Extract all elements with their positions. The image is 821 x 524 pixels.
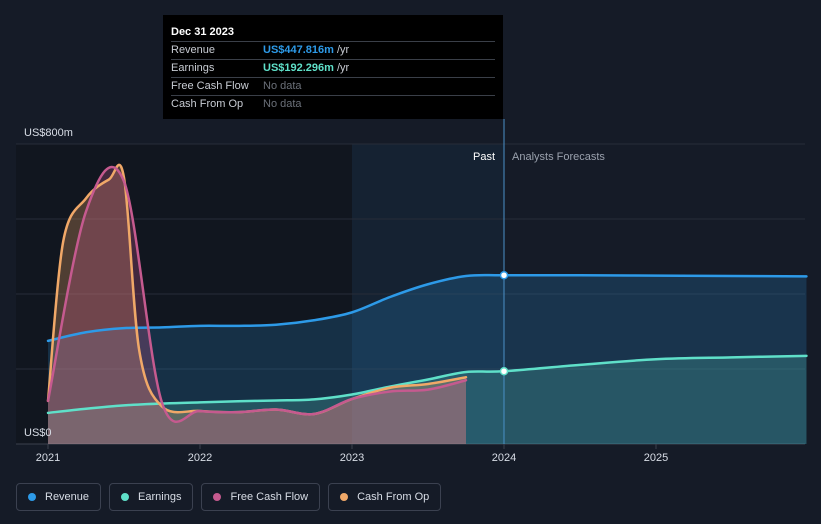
x-tick-label-2023: 2023 [340,452,364,464]
legend-dot-icon [213,493,222,501]
hover-marker-revenue [499,271,509,280]
series-line-cash-from-op [46,163,468,416]
tooltip-row-cash-from-op: Cash From Op No data [171,95,495,113]
series-line-earnings [46,354,808,415]
tooltip-label: Free Cash Flow [171,80,249,92]
legend-dot-icon [28,493,36,501]
legend-dot-icon [121,493,130,501]
series-area-cash-from-op [48,164,466,444]
legend-item-revenue[interactable]: Revenue [16,483,102,511]
tooltip-label: Revenue [171,44,216,56]
legend: Revenue Earnings Free Cash Flow Cash Fro… [16,483,442,511]
grid-lines [16,143,805,445]
tooltip-row-earnings: Earnings US$192.296m /yr [171,59,495,77]
tooltip-date: Dec 31 2023 [171,26,234,38]
y-axis-bottom-label: US$0 [24,427,52,439]
hover-markers [499,271,509,376]
legend-label: Free Cash Flow [230,491,309,503]
legend-label: Earnings [138,491,182,503]
series-area-earnings [48,355,807,444]
tooltip-unit: /yr [336,44,350,56]
tooltip: Dec 31 2023 Revenue US$447.816m /yr Earn… [163,15,503,119]
tooltip-value: No data [263,98,302,110]
legend-dot-icon [340,493,349,501]
tooltip-row-revenue: Revenue US$447.816m /yr [171,41,495,59]
series-line-free-cash-flow [46,165,468,423]
legend-label: Cash From Op [357,491,430,503]
x-axis-ticks: 2021 2022 2023 2024 2025 [36,444,668,464]
tooltip-value: No data [263,80,302,92]
tooltip-row-free-cash-flow: Free Cash Flow No data [171,77,495,95]
series-line-revenue [46,273,808,343]
x-tick-label-2022: 2022 [188,452,212,464]
y-axis-top-label: US$800m [24,127,73,139]
hover-marker-earnings [499,367,509,376]
tooltip-label: Earnings [171,62,215,74]
forecast-label: Analysts Forecasts [512,151,605,163]
legend-item-cash-from-op[interactable]: Cash From Op [328,483,442,511]
tooltip-value: US$447.816m [263,44,334,56]
x-tick-label-2024: 2024 [492,452,516,464]
legend-label: Revenue [45,491,90,503]
series-lines [46,163,808,423]
tooltip-value: US$192.296m [263,62,334,74]
tooltip-label: Cash From Op [171,98,244,110]
chart: US$800m US$0 Past Analysts Forecasts 202… [16,119,808,464]
legend-item-free-cash-flow[interactable]: Free Cash Flow [201,483,321,511]
x-tick-label-2021: 2021 [36,452,60,464]
x-tick-label-2025: 2025 [644,452,668,464]
series-area-free-cash-flow [48,166,466,444]
past-label: Past [473,151,495,163]
tooltip-unit: /yr [336,62,350,74]
legend-item-earnings[interactable]: Earnings [109,483,194,511]
